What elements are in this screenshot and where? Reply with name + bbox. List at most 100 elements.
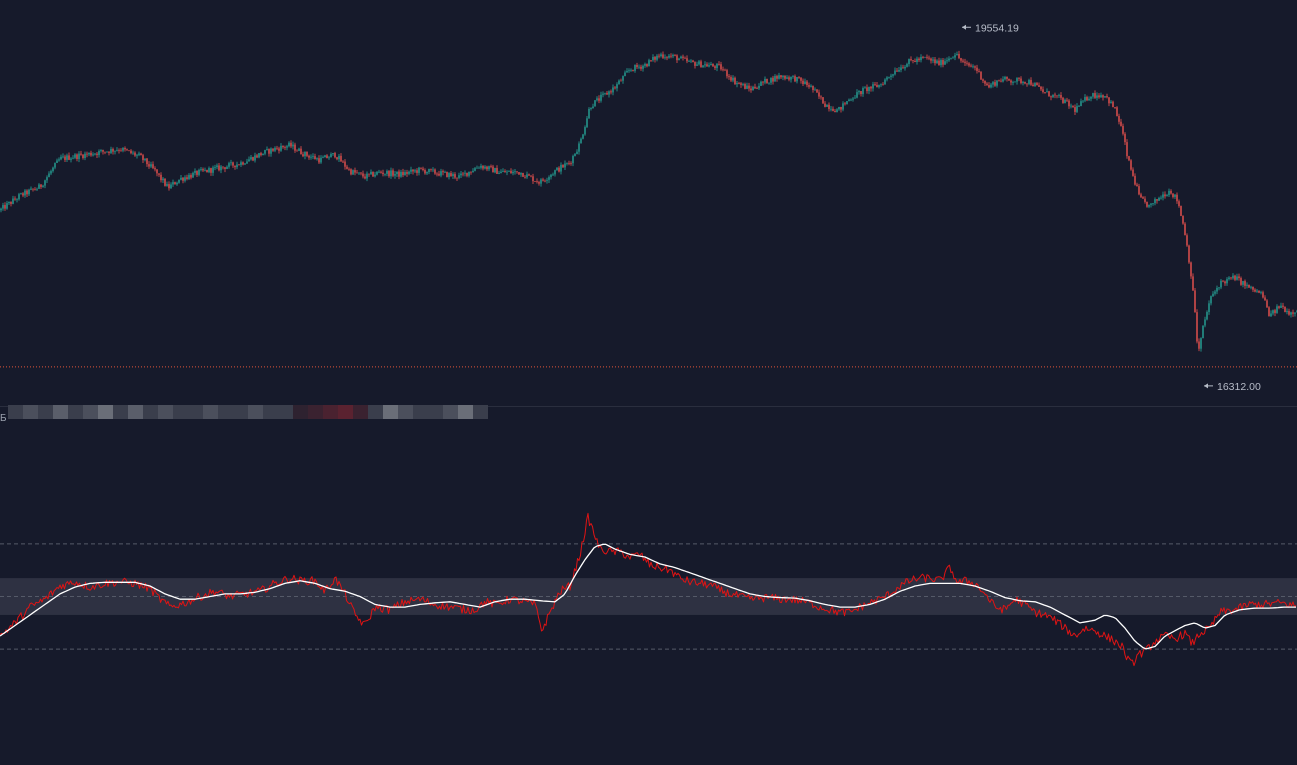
candle-body [868, 86, 870, 91]
candle [1014, 81, 1016, 83]
candle [34, 187, 36, 191]
candle [592, 103, 594, 109]
candle [926, 54, 928, 60]
candle-body [622, 76, 624, 81]
candle [1252, 286, 1254, 292]
candle [490, 164, 492, 169]
candle [1278, 305, 1280, 310]
candle [976, 64, 978, 74]
candle [26, 189, 28, 198]
candle-body [1036, 83, 1038, 86]
candle-body [66, 155, 68, 160]
candle-body [410, 169, 412, 172]
candle-body [640, 66, 642, 69]
candle [1098, 93, 1100, 99]
candle-body [626, 71, 628, 73]
legend-block [98, 405, 113, 419]
candle-body [794, 76, 796, 82]
candle-body [908, 59, 910, 65]
candle [690, 59, 692, 63]
candle [1018, 77, 1020, 82]
candle-body [94, 153, 96, 155]
candle [890, 73, 892, 80]
candle-body [780, 75, 782, 78]
candle [1134, 173, 1136, 186]
candle [454, 172, 456, 180]
candle [2, 202, 4, 211]
candle [330, 152, 332, 158]
candle-body [102, 150, 104, 152]
candle-body [670, 55, 672, 57]
candle-body [290, 142, 292, 147]
candle [806, 79, 808, 88]
candle [734, 76, 736, 85]
candle-body [762, 81, 764, 83]
candle-body [968, 63, 970, 66]
candle [980, 71, 982, 81]
candle-body [334, 152, 336, 158]
legend-block [218, 405, 233, 419]
candle-body [382, 172, 384, 175]
candle [238, 164, 240, 166]
candle [1086, 95, 1088, 102]
candle [768, 82, 770, 85]
candle [626, 68, 628, 73]
candle [1212, 291, 1214, 297]
candle [1264, 295, 1266, 301]
candle-body [274, 147, 276, 151]
candle-body [680, 56, 682, 59]
candle-body [426, 172, 428, 174]
candle [628, 68, 630, 73]
candle [94, 152, 96, 156]
legend-block [293, 405, 308, 419]
candle-body [800, 77, 802, 81]
candle [796, 76, 798, 84]
candle-body [506, 171, 508, 173]
candle [286, 144, 288, 151]
candle-body [992, 82, 994, 85]
candle-body [662, 54, 664, 58]
candle [1164, 191, 1166, 199]
candle [918, 57, 920, 62]
candle [398, 169, 400, 180]
candle-body [48, 173, 50, 178]
candle [1116, 106, 1118, 117]
candle [72, 155, 74, 160]
candle-body [1088, 98, 1090, 101]
candle-body [550, 174, 552, 178]
candle [520, 172, 522, 177]
candle-body [1076, 106, 1078, 112]
candle-body [922, 57, 924, 58]
candle [4, 202, 6, 211]
candle-body [1276, 306, 1278, 313]
candle [134, 151, 136, 157]
candle [16, 198, 18, 203]
candle-body [412, 169, 414, 172]
candle [634, 64, 636, 73]
candle-body [124, 147, 126, 150]
legend-block [398, 405, 413, 419]
candle [704, 61, 706, 68]
candle [466, 172, 468, 178]
candle [686, 55, 688, 64]
candle-body [1186, 235, 1188, 246]
candle-body [38, 184, 40, 189]
candle-body [1152, 203, 1154, 204]
legend-block [428, 405, 443, 419]
candle [584, 125, 586, 136]
pane-divider[interactable] [0, 406, 1297, 407]
candle [1186, 233, 1188, 247]
candle [1052, 94, 1054, 98]
candle-body [1148, 204, 1150, 207]
candle-body [1250, 286, 1252, 288]
candle [242, 161, 244, 166]
candle-body [964, 61, 966, 63]
candle-body [454, 174, 456, 178]
candle [772, 75, 774, 85]
candle [222, 166, 224, 170]
candle-body [806, 81, 808, 86]
candle-body [1030, 80, 1032, 85]
candle [862, 86, 864, 97]
candle [1124, 132, 1126, 146]
candle [622, 75, 624, 84]
